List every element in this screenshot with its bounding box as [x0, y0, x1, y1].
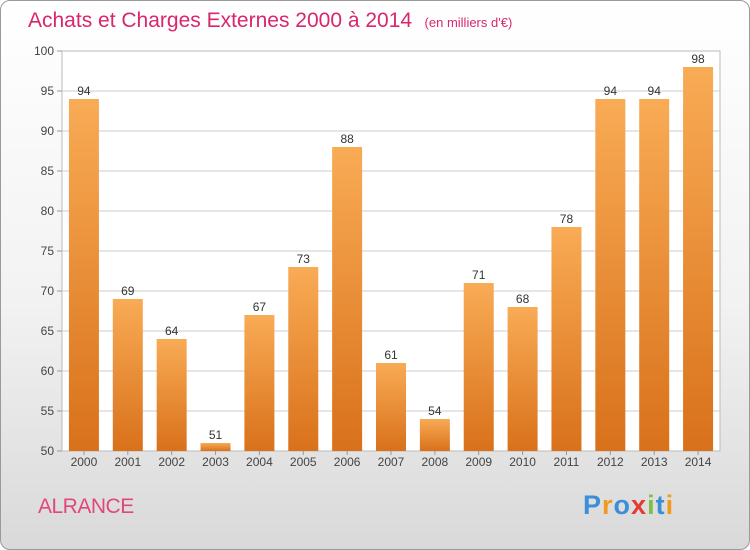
town-name: ALRANCE	[38, 495, 134, 518]
data-label: 94	[77, 84, 91, 98]
y-tick-label: 50	[41, 444, 55, 458]
x-tick-label: 2002	[158, 455, 185, 469]
brand-logo: Proxiti	[583, 490, 674, 521]
x-tick-label: 2001	[114, 455, 141, 469]
bar	[639, 99, 670, 451]
x-tick-label: 2007	[378, 455, 405, 469]
bar	[156, 339, 187, 451]
x-tick-label: 2000	[71, 455, 98, 469]
x-axis-ticks: 2000 2001 2002 2003 2004 2005 2006 2007 2008 2009…	[71, 451, 712, 469]
data-label: 64	[165, 324, 179, 338]
bar	[200, 443, 231, 451]
y-tick-label: 65	[41, 324, 55, 338]
bar	[463, 283, 494, 451]
bar	[507, 307, 538, 451]
data-label: 54	[428, 404, 442, 418]
y-tick-label: 100	[34, 44, 54, 58]
brand-letter: t	[655, 490, 666, 520]
x-tick-label: 2011	[554, 455, 580, 469]
x-tick-label: 2014	[685, 455, 712, 469]
brand-letter: o	[613, 490, 632, 520]
x-tick-label: 2012	[597, 455, 624, 469]
x-tick-label: 2005	[290, 455, 317, 469]
y-tick-label: 60	[41, 364, 55, 378]
data-label: 51	[209, 428, 223, 442]
brand-letter: r	[602, 490, 614, 520]
data-label: 71	[472, 268, 486, 282]
y-tick-label: 80	[41, 204, 55, 218]
bar	[332, 147, 363, 451]
brand-letter: i	[665, 490, 675, 520]
bar	[68, 99, 99, 451]
data-label: 61	[384, 348, 398, 362]
bar	[376, 363, 406, 451]
y-tick-label: 85	[41, 164, 55, 178]
bar	[683, 67, 714, 451]
y-tick-label: 90	[41, 124, 55, 138]
y-tick-label: 95	[41, 84, 55, 98]
x-tick-label: 2010	[509, 455, 536, 469]
data-label: 68	[516, 292, 530, 306]
x-tick-label: 2004	[246, 455, 273, 469]
brand-letter: x	[631, 490, 648, 520]
data-label: 67	[253, 300, 267, 314]
x-tick-label: 2008	[422, 455, 449, 469]
y-axis-ticks: 50 55 60 65 70 75 80 85 90 95 100	[34, 44, 62, 458]
x-tick-label: 2006	[334, 455, 361, 469]
data-label: 98	[691, 52, 705, 66]
data-labels: 94 69 64 51 67 73 88 61 54 71 68 78 94 94 98	[77, 52, 705, 442]
y-tick-label: 70	[41, 284, 55, 298]
bar	[112, 299, 143, 451]
y-tick-label: 75	[41, 244, 55, 258]
x-tick-label: 2009	[465, 455, 492, 469]
bars	[68, 67, 714, 451]
bar	[419, 419, 450, 451]
bar	[288, 267, 319, 451]
bar	[244, 315, 275, 451]
title-row: Achats et Charges Externes 2000 à 2014 (…	[28, 9, 512, 33]
brand-letter: P	[583, 490, 603, 520]
chart-subtitle: (en milliers d'€)	[424, 15, 513, 30]
x-tick-label: 2013	[641, 455, 668, 469]
brand-letter: i	[647, 490, 656, 520]
data-label: 94	[648, 84, 662, 98]
data-label: 78	[560, 212, 574, 226]
y-tick-label: 55	[41, 404, 55, 418]
bar	[551, 227, 582, 451]
x-tick-label: 2003	[202, 455, 229, 469]
data-label: 73	[297, 252, 311, 266]
chart-title: Achats et Charges Externes 2000 à 2014	[28, 9, 413, 32]
bar	[595, 99, 626, 451]
data-label: 69	[121, 284, 135, 298]
data-label: 88	[340, 132, 354, 146]
data-label: 94	[604, 84, 618, 98]
